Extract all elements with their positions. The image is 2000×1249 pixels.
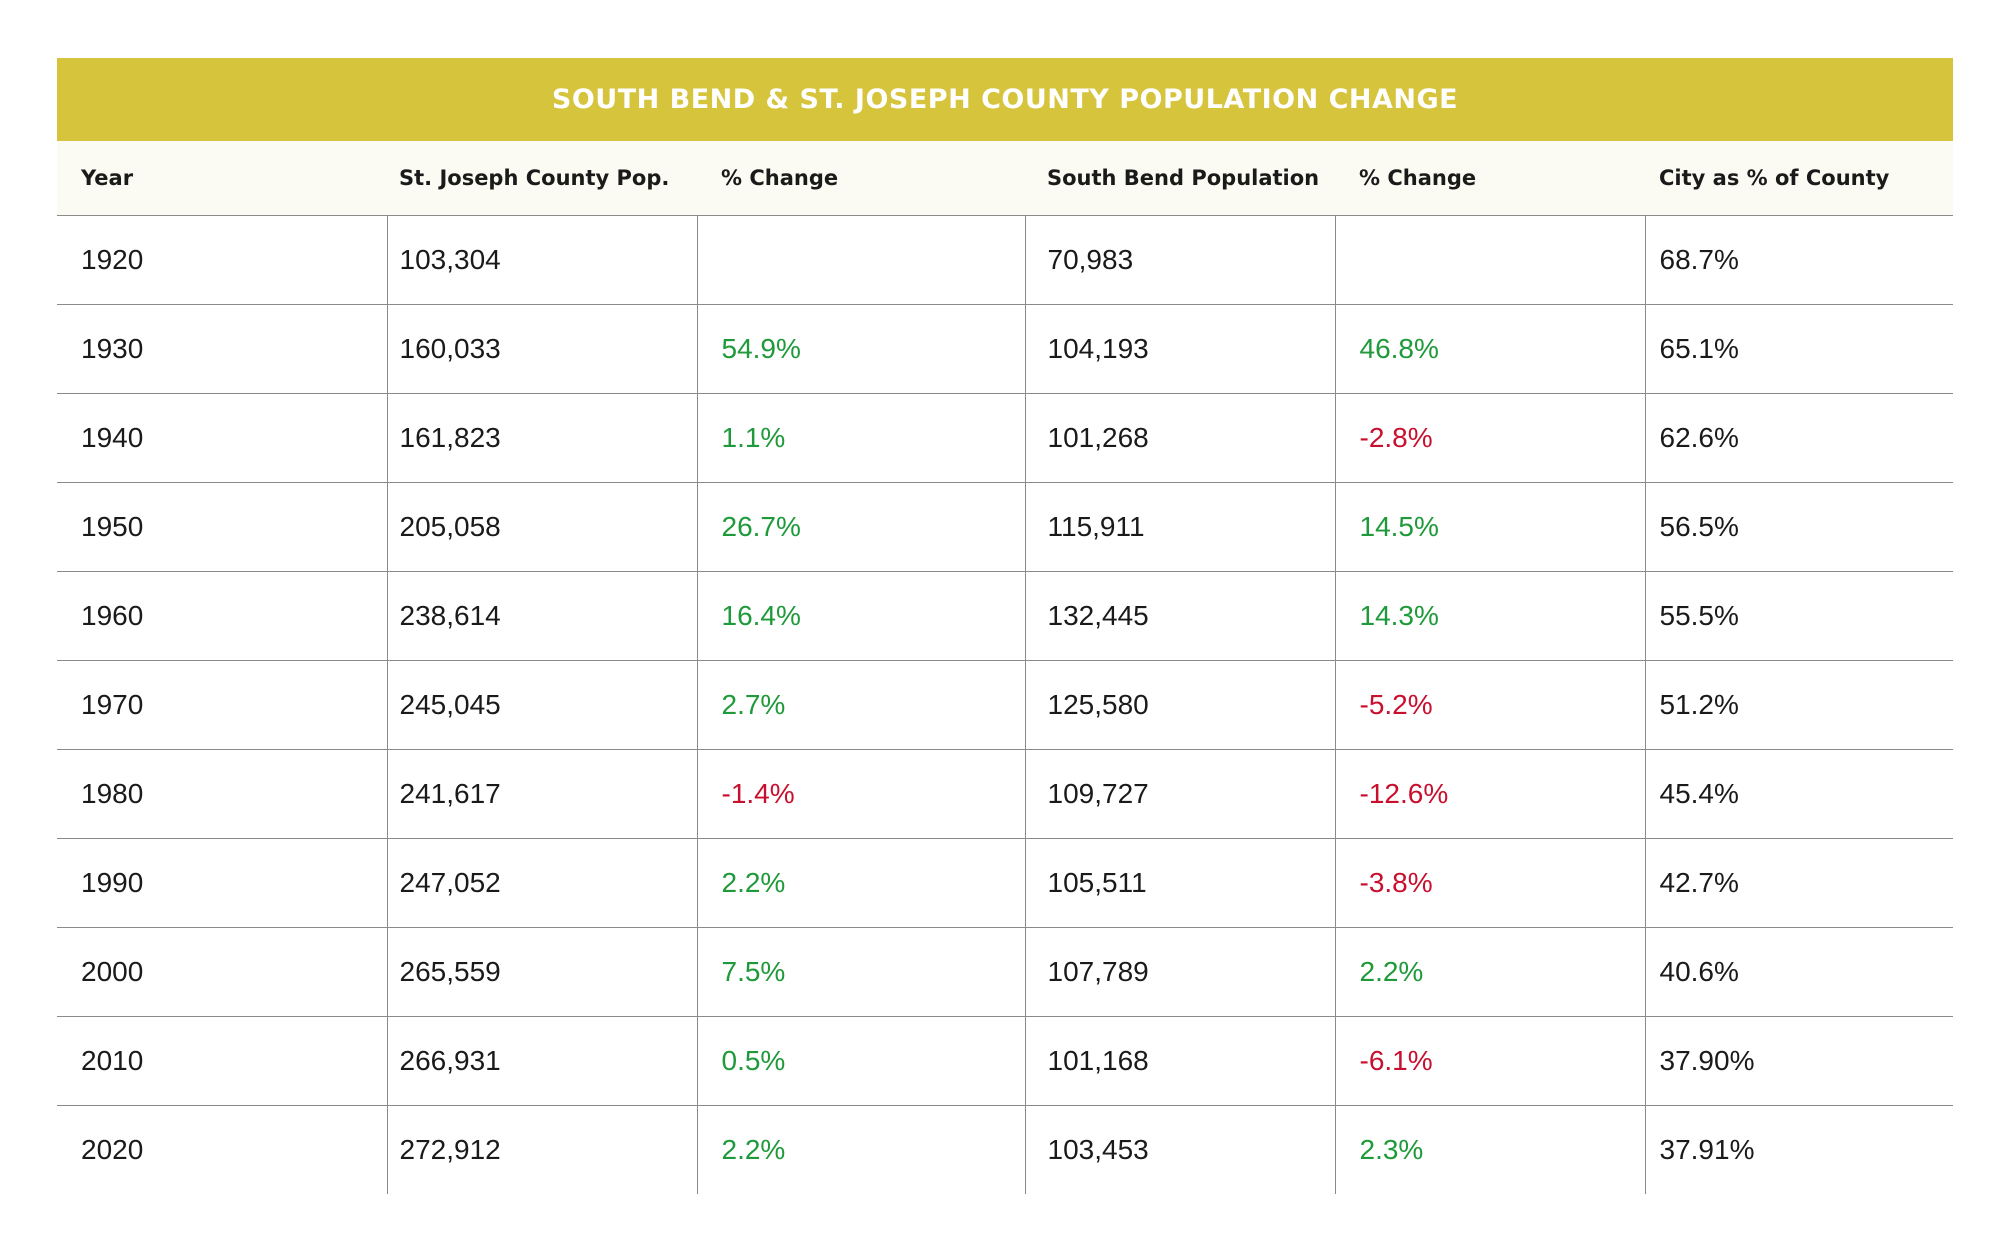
cell-county-change: 26.7%: [696, 482, 1025, 572]
table-row: 2020 272,912 2.2% 103,453 2.3% 37.91%: [57, 1105, 1953, 1194]
cell-county-pop: 160,033: [386, 304, 697, 394]
header-city-pop: South Bend Population: [1025, 141, 1335, 216]
cell-city-change: [1334, 215, 1645, 305]
cell-city-pct: 55.5%: [1644, 571, 1953, 661]
cell-city-pop: 109,727: [1024, 749, 1335, 839]
cell-city-pct: 65.1%: [1644, 304, 1953, 394]
cell-city-change: 46.8%: [1334, 304, 1645, 394]
cell-city-pct: 40.6%: [1644, 927, 1953, 1017]
table-title: SOUTH BEND & ST. JOSEPH COUNTY POPULATIO…: [57, 58, 1953, 141]
table-row: 1970 245,045 2.7% 125,580 -5.2% 51.2%: [57, 660, 1953, 750]
cell-city-pop: 101,268: [1024, 393, 1335, 483]
cell-county-pop: 245,045: [386, 660, 697, 750]
cell-city-pct: 56.5%: [1644, 482, 1953, 572]
cell-city-pop: 103,453: [1024, 1105, 1335, 1194]
table-row: 1960 238,614 16.4% 132,445 14.3% 55.5%: [57, 571, 1953, 661]
table-row: 1940 161,823 1.1% 101,268 -2.8% 62.6%: [57, 393, 1953, 483]
cell-city-pct: 42.7%: [1644, 838, 1953, 928]
table-row: 2000 265,559 7.5% 107,789 2.2% 40.6%: [57, 927, 1953, 1017]
cell-city-pop: 125,580: [1024, 660, 1335, 750]
cell-city-change: -6.1%: [1334, 1016, 1645, 1106]
cell-year: 1950: [57, 482, 387, 572]
table-row: 2010 266,931 0.5% 101,168 -6.1% 37.90%: [57, 1016, 1953, 1106]
header-county-pop: St. Joseph County Pop.: [387, 141, 697, 216]
cell-county-change: 2.2%: [696, 1105, 1025, 1194]
table-row: 1990 247,052 2.2% 105,511 -3.8% 42.7%: [57, 838, 1953, 928]
cell-county-pop: 247,052: [386, 838, 697, 928]
table-row: 1950 205,058 26.7% 115,911 14.5% 56.5%: [57, 482, 1953, 572]
cell-city-pct: 51.2%: [1644, 660, 1953, 750]
cell-year: 1940: [57, 393, 387, 483]
cell-year: 1970: [57, 660, 387, 750]
cell-city-pct: 45.4%: [1644, 749, 1953, 839]
cell-city-pop: 70,983: [1024, 215, 1335, 305]
cell-county-change: 16.4%: [696, 571, 1025, 661]
cell-city-pop: 107,789: [1024, 927, 1335, 1017]
table-row: 1920 103,304 70,983 68.7%: [57, 215, 1953, 305]
cell-county-change: 1.1%: [696, 393, 1025, 483]
header-city-change: % Change: [1335, 141, 1645, 216]
cell-year: 1960: [57, 571, 387, 661]
cell-year: 1920: [57, 215, 387, 305]
population-table-container: SOUTH BEND & ST. JOSEPH COUNTY POPULATIO…: [57, 58, 1953, 1194]
cell-county-pop: 272,912: [386, 1105, 697, 1194]
cell-city-change: -2.8%: [1334, 393, 1645, 483]
cell-city-pop: 115,911: [1024, 482, 1335, 572]
cell-county-pop: 205,058: [386, 482, 697, 572]
cell-city-change: -3.8%: [1334, 838, 1645, 928]
cell-county-pop: 238,614: [386, 571, 697, 661]
cell-city-pop: 104,193: [1024, 304, 1335, 394]
cell-city-pct: 37.91%: [1644, 1105, 1953, 1194]
cell-year: 2010: [57, 1016, 387, 1106]
cell-year: 1980: [57, 749, 387, 839]
table-row: 1930 160,033 54.9% 104,193 46.8% 65.1%: [57, 304, 1953, 394]
cell-city-pop: 105,511: [1024, 838, 1335, 928]
cell-city-change: 2.2%: [1334, 927, 1645, 1017]
cell-county-change: 7.5%: [696, 927, 1025, 1017]
cell-city-change: -12.6%: [1334, 749, 1645, 839]
cell-year: 2000: [57, 927, 387, 1017]
cell-year: 2020: [81, 1133, 144, 1165]
cell-city-change: 14.3%: [1334, 571, 1645, 661]
cell-county-change: 2.2%: [696, 838, 1025, 928]
cell-year: 1990: [57, 838, 387, 928]
cell-county-pop: 161,823: [386, 393, 697, 483]
cell-county-pop: 241,617: [386, 749, 697, 839]
cell-city-change: -5.2%: [1334, 660, 1645, 750]
cell-city-pct: 37.90%: [1644, 1016, 1953, 1106]
cell-county-change: [696, 215, 1025, 305]
header-city-pct: City as % of County: [1645, 141, 1953, 216]
population-table: Year St. Joseph County Pop. % Change Sou…: [57, 141, 1953, 1194]
cell-city-pct: 62.6%: [1644, 393, 1953, 483]
cell-county-change: 2.7%: [696, 660, 1025, 750]
cell-county-change: 0.5%: [696, 1016, 1025, 1106]
cell-county-pop: 103,304: [386, 215, 697, 305]
cell-county-change: -1.4%: [696, 749, 1025, 839]
table-body: 1920 103,304 70,983 68.7% 1930 160,033 54.9% 10…: [57, 215, 1953, 1194]
cell-city-change: 14.5%: [1334, 482, 1645, 572]
header-year: Year: [57, 141, 387, 216]
cell-county-pop: 265,559: [386, 927, 697, 1017]
cell-year: 1930: [57, 304, 387, 394]
table-row: 1980 241,617 -1.4% 109,727 -12.6% 45.4%: [57, 749, 1953, 839]
cell-county-change: 54.9%: [696, 304, 1025, 394]
cell-county-pop: 266,931: [386, 1016, 697, 1106]
cell-city-pop: 132,445: [1024, 571, 1335, 661]
cell-city-pct: 68.7%: [1644, 215, 1953, 305]
cell-city-change: 2.3%: [1334, 1105, 1645, 1194]
header-row: Year St. Joseph County Pop. % Change Sou…: [57, 141, 1953, 216]
header-county-change: % Change: [697, 141, 1025, 216]
cell-city-pop: 101,168: [1024, 1016, 1335, 1106]
